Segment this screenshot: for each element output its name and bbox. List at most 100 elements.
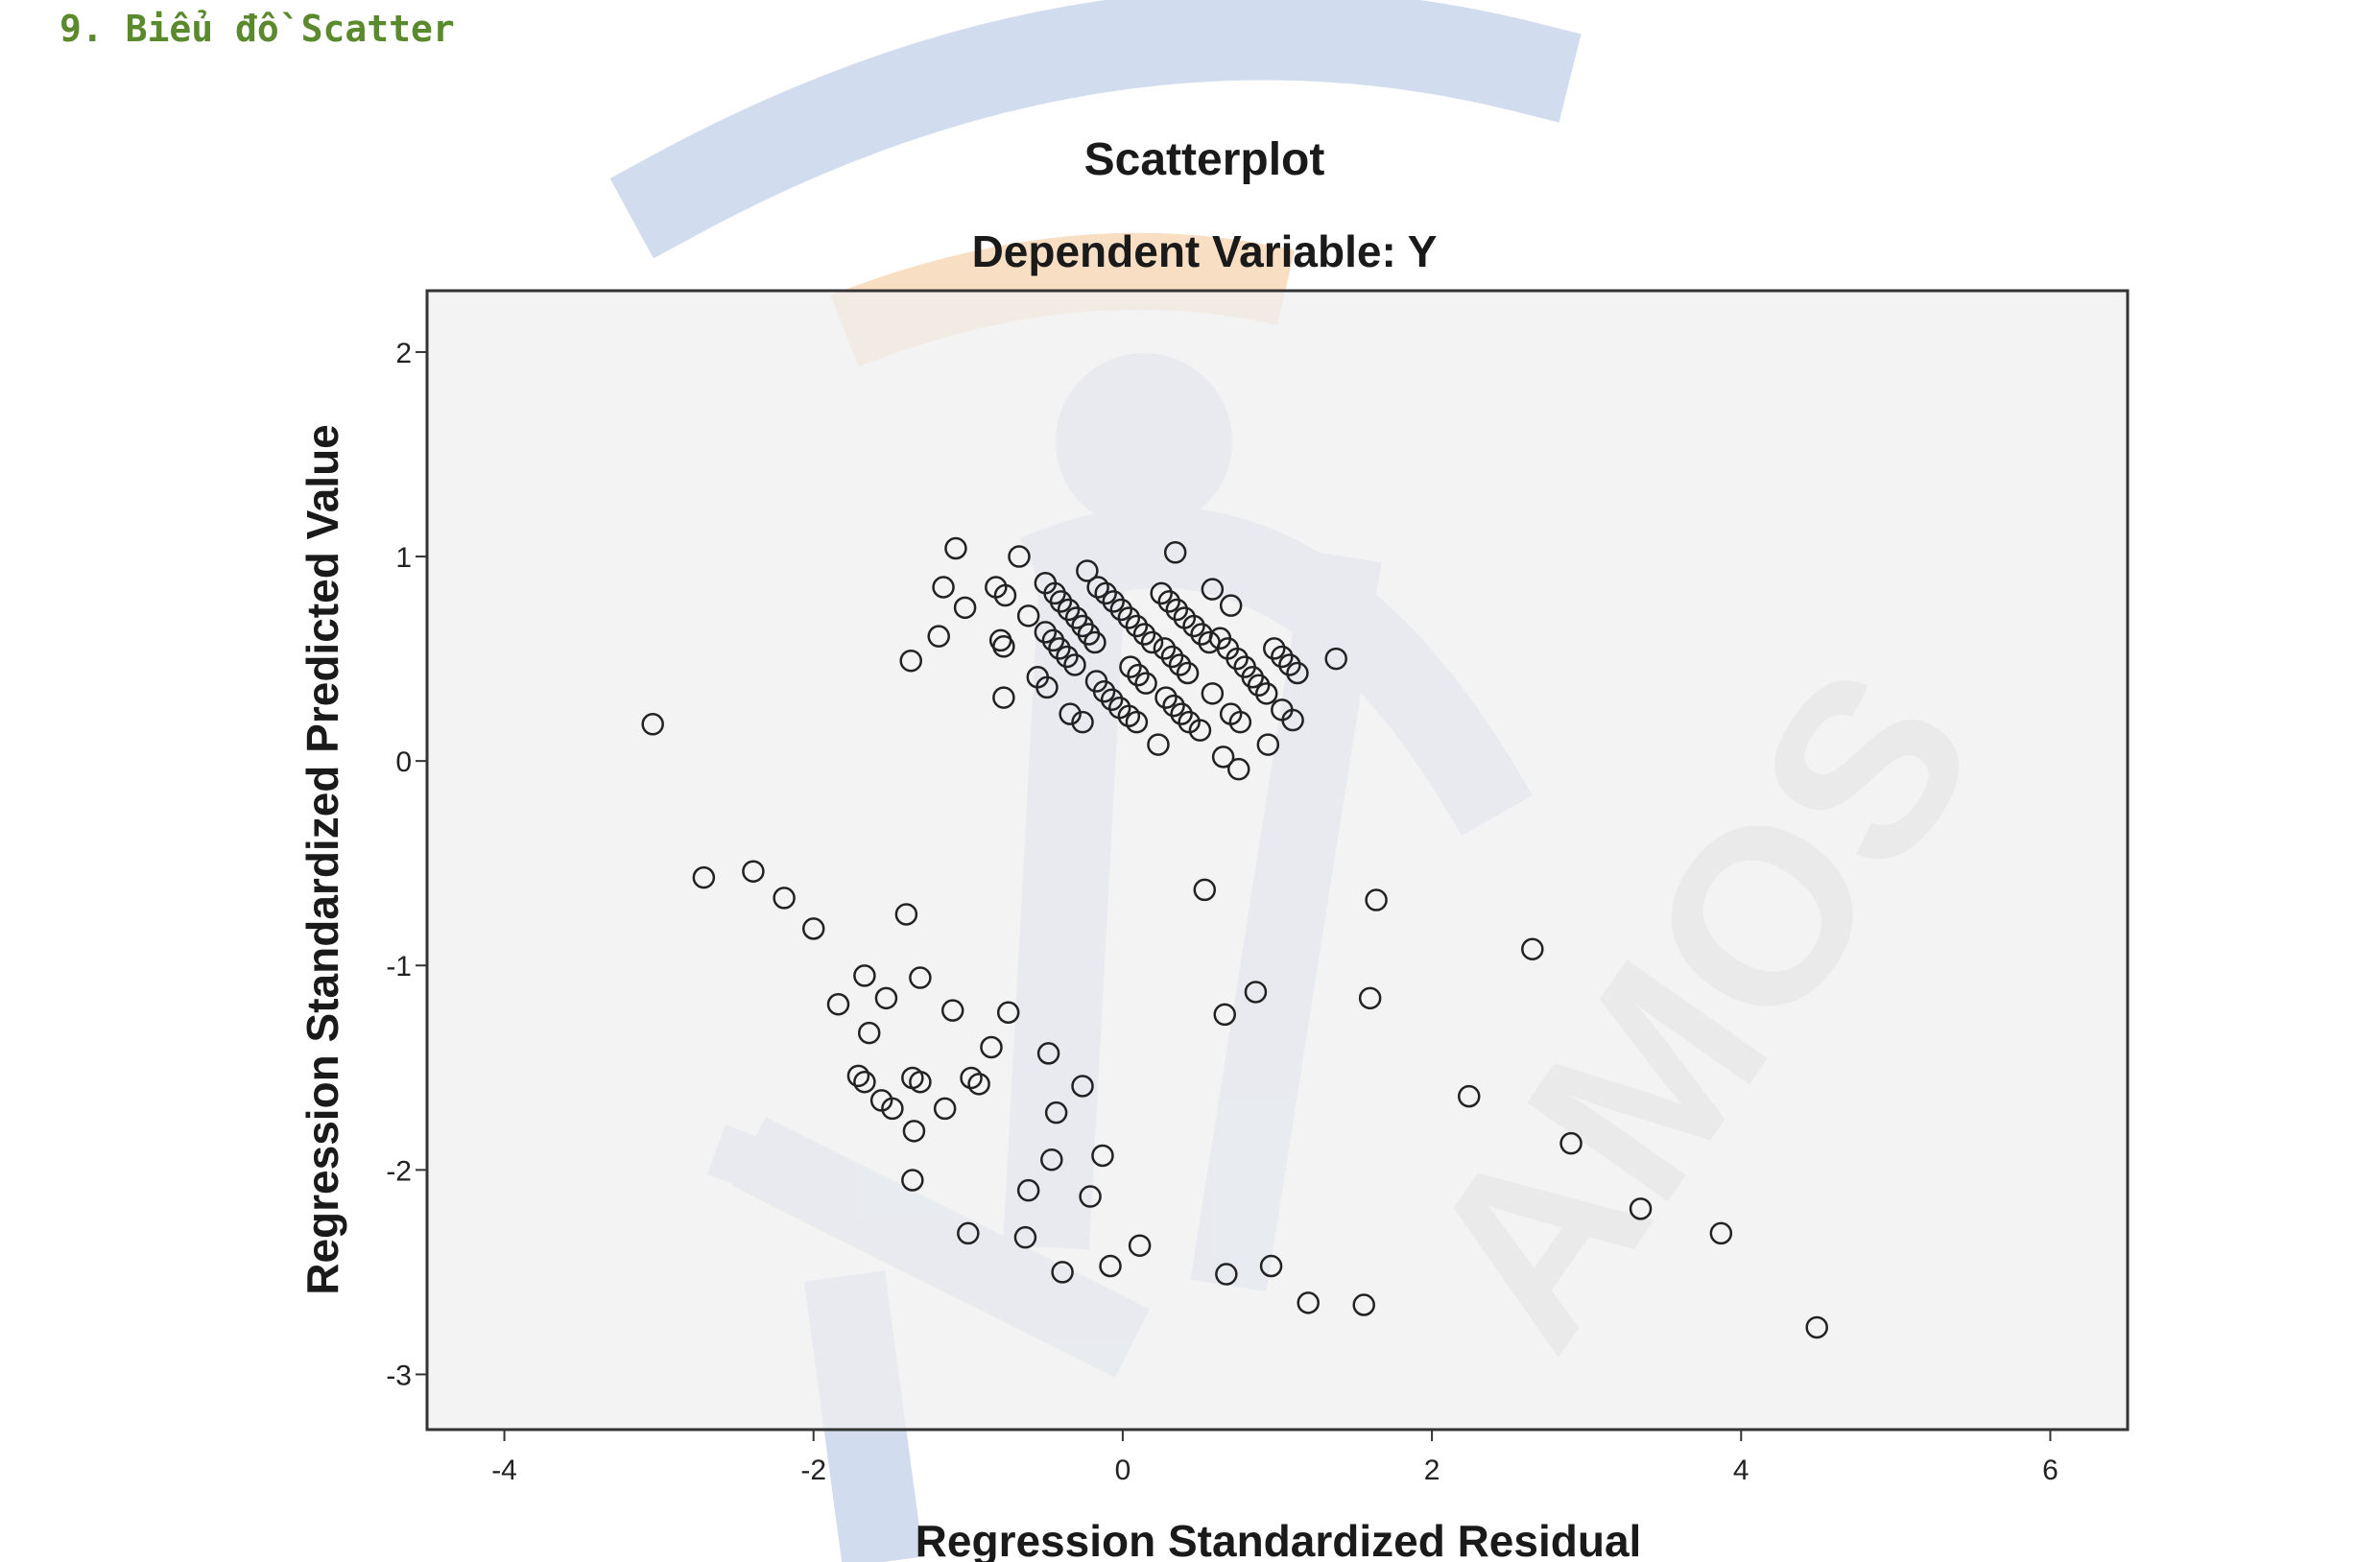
x-tick-label: 6 xyxy=(2042,1455,2059,1486)
data-point xyxy=(1154,686,1178,709)
data-point xyxy=(1709,1221,1733,1245)
data-point xyxy=(1099,1254,1122,1278)
y-tick-label: 0 xyxy=(395,746,412,778)
data-point xyxy=(1036,1042,1060,1065)
data-point xyxy=(1140,630,1164,654)
data-point xyxy=(857,1021,881,1045)
data-point xyxy=(940,999,964,1022)
data-point xyxy=(993,583,1017,607)
data-point xyxy=(1119,655,1142,678)
data-point xyxy=(1051,1261,1074,1284)
data-point xyxy=(1286,661,1309,685)
data-point xyxy=(1125,710,1149,734)
data-point xyxy=(909,1070,932,1094)
data-point xyxy=(1297,1291,1320,1314)
data-point xyxy=(953,596,977,620)
data-point xyxy=(1127,663,1150,687)
section-heading: 9. Biểu đồ Scatter xyxy=(60,8,455,50)
data-point xyxy=(1213,1003,1236,1027)
data-point xyxy=(1163,541,1187,564)
data-point xyxy=(1034,621,1058,644)
data-point xyxy=(1132,623,1156,646)
data-point xyxy=(1048,637,1071,660)
data-point xyxy=(1193,878,1217,902)
data-point xyxy=(1100,688,1124,711)
data-point xyxy=(996,1001,1020,1025)
x-tick-label: -2 xyxy=(800,1455,826,1486)
chart-title: Scatterplot xyxy=(1084,134,1325,185)
data-point xyxy=(1153,637,1177,660)
data-point xyxy=(1057,598,1081,622)
data-point xyxy=(1063,653,1086,676)
y-tick-label: -2 xyxy=(386,1155,412,1187)
data-point xyxy=(899,649,922,673)
data-point xyxy=(909,966,932,989)
data-point xyxy=(957,1221,980,1245)
data-point xyxy=(967,1073,990,1096)
data-point xyxy=(1117,704,1141,728)
x-tick-label: -4 xyxy=(491,1455,517,1486)
y-tick-label: -3 xyxy=(386,1360,412,1391)
data-point xyxy=(1201,682,1225,705)
data-point xyxy=(901,1169,924,1192)
data-point xyxy=(1071,710,1094,734)
data-point xyxy=(1244,981,1268,1004)
data-point xyxy=(1165,598,1189,622)
data-point xyxy=(1083,630,1107,654)
data-point xyxy=(1157,590,1180,613)
y-tick-label: 1 xyxy=(395,542,412,574)
data-point xyxy=(1805,1315,1828,1339)
data-point xyxy=(1008,545,1031,568)
x-tick-label: 0 xyxy=(1115,1455,1131,1486)
data-point xyxy=(1219,594,1243,617)
data-point xyxy=(1071,1075,1094,1098)
data-point xyxy=(1168,653,1192,676)
data-point xyxy=(894,903,918,926)
data-point xyxy=(1629,1197,1653,1220)
data-point xyxy=(1147,733,1170,756)
data-point xyxy=(1076,559,1099,582)
data-point xyxy=(1170,702,1193,725)
data-point xyxy=(1228,710,1252,734)
data-point xyxy=(944,536,967,560)
data-point xyxy=(1226,757,1250,781)
data-point xyxy=(992,686,1015,709)
data-point xyxy=(1182,614,1205,638)
data-point xyxy=(742,860,765,883)
data-point xyxy=(1211,746,1235,769)
data-point xyxy=(1016,604,1040,627)
data-point xyxy=(1281,708,1304,732)
data-point xyxy=(1201,578,1225,601)
x-axis-label: Regression Standardized Residual xyxy=(916,1516,1642,1562)
data-point xyxy=(1044,1100,1068,1124)
plot-area xyxy=(425,289,2130,1432)
data-point xyxy=(1160,645,1184,669)
data-points xyxy=(641,536,1828,1339)
data-point xyxy=(1358,986,1382,1010)
data-point xyxy=(1049,590,1073,613)
data-point xyxy=(1035,675,1059,699)
data-point xyxy=(1125,614,1149,638)
x-tick-label: 4 xyxy=(1733,1455,1749,1486)
data-point xyxy=(1254,682,1278,705)
data-point xyxy=(1188,719,1212,742)
data-point xyxy=(1117,606,1141,629)
data-point xyxy=(1259,1254,1283,1278)
data-point xyxy=(1256,733,1280,756)
data-point xyxy=(1092,679,1116,703)
data-point xyxy=(1521,937,1544,960)
y-tick-label: 2 xyxy=(395,338,412,369)
data-point xyxy=(1094,581,1117,605)
data-point xyxy=(1278,653,1301,676)
data-point xyxy=(1352,1293,1375,1316)
data-point xyxy=(826,992,850,1016)
data-point xyxy=(692,865,716,889)
data-point xyxy=(988,628,1012,652)
data-point xyxy=(1091,1144,1114,1168)
data-point xyxy=(1109,598,1133,622)
data-point xyxy=(1365,888,1388,911)
chart-subtitle: Dependent Variable: Y xyxy=(972,226,1438,276)
y-tick-label: -1 xyxy=(386,951,412,982)
data-point xyxy=(1128,1234,1152,1257)
